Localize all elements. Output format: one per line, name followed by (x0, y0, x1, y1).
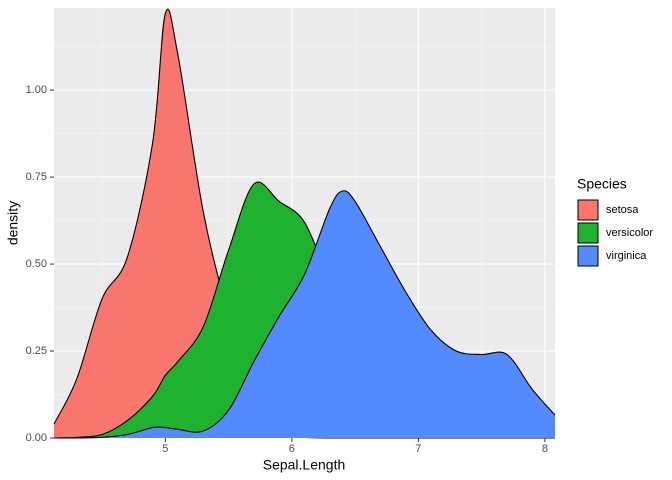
y-tick-label: 0.00 (26, 432, 47, 444)
density-outline (53, 190, 556, 439)
legend-key (577, 222, 599, 244)
legend-label: setosa (606, 204, 639, 216)
y-tick-label: 1.00 (26, 84, 47, 96)
legend-key (577, 199, 599, 221)
y-tick-label: 0.25 (26, 345, 47, 357)
y-tick-label: 0.50 (26, 258, 47, 270)
legend-label: versicolor (606, 227, 653, 239)
y-tick-label: 0.75 (26, 171, 47, 183)
density-area (54, 190, 555, 438)
x-tick-label: 6 (289, 443, 295, 455)
x-tick-label: 5 (162, 443, 168, 455)
legend-key (577, 245, 599, 267)
legend: setosa versicolor virginica (577, 199, 653, 267)
x-tick-label: 7 (415, 443, 421, 455)
marks (53, 8, 556, 439)
x-tick-label: 8 (542, 443, 548, 455)
axes: 5 6 7 8 0.00 0.25 0.50 0.75 1.00 (26, 84, 548, 455)
y-axis-title: density (5, 201, 21, 245)
density-area (54, 9, 555, 439)
legend-label: virginica (606, 250, 647, 262)
legend-title: Species (577, 176, 627, 192)
x-axis-title: Sepal.Length (263, 457, 346, 473)
